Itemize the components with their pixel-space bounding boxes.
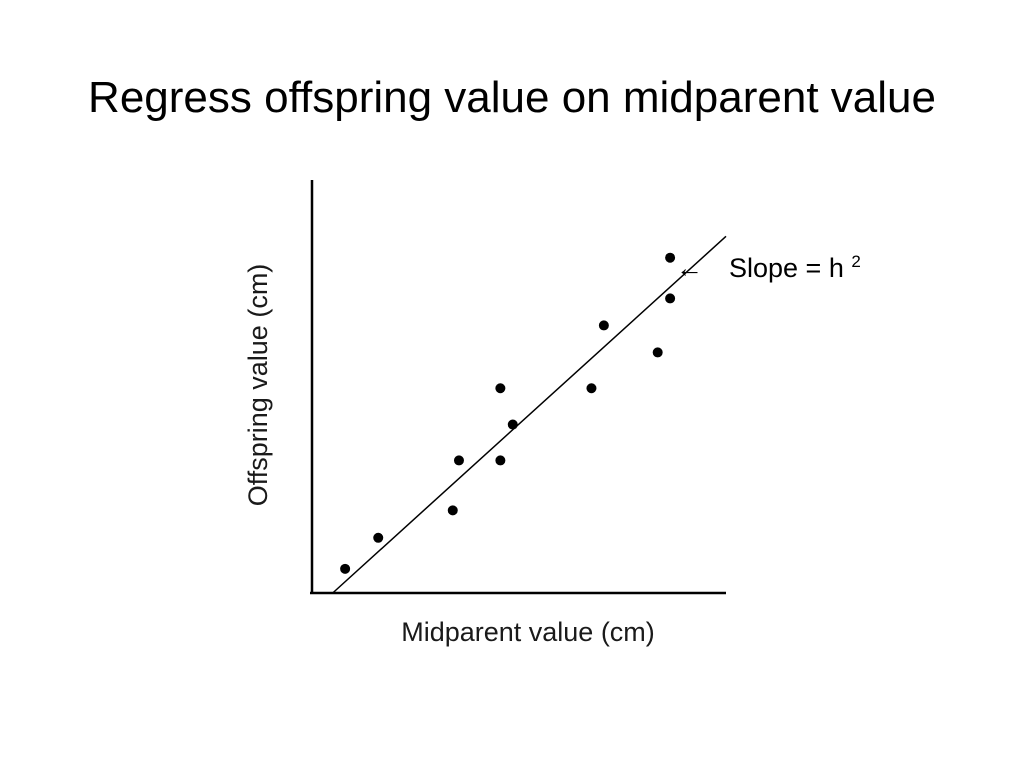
slope-annotation-arrow: ← <box>676 253 703 283</box>
data-point <box>665 252 676 263</box>
slope-annotation-superscript: 2 <box>851 252 860 271</box>
data-point <box>447 505 458 516</box>
data-point <box>598 320 609 331</box>
data-point <box>495 455 506 466</box>
regression-line <box>332 235 727 594</box>
slope-annotation: Slope = h 2 <box>729 252 861 283</box>
slope-annotation-text: Slope = h <box>729 253 844 283</box>
data-point <box>453 455 464 466</box>
y-axis-label: Offspring value (cm) <box>243 264 273 507</box>
data-point <box>586 383 597 394</box>
data-point <box>507 419 518 430</box>
data-point <box>373 532 384 543</box>
data-point <box>665 293 676 304</box>
x-axis-label: Midparent value (cm) <box>401 617 655 647</box>
data-points <box>340 252 676 574</box>
data-point <box>495 383 506 394</box>
data-point <box>340 563 351 574</box>
data-point <box>652 347 663 358</box>
slide-title: Regress offspring value on midparent val… <box>88 73 936 122</box>
